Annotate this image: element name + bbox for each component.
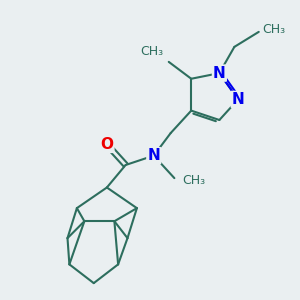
Text: N: N bbox=[213, 66, 226, 81]
Text: CH₃: CH₃ bbox=[140, 45, 163, 58]
Text: O: O bbox=[100, 137, 113, 152]
Text: N: N bbox=[147, 148, 160, 163]
Text: N: N bbox=[232, 92, 244, 107]
Text: CH₃: CH₃ bbox=[182, 173, 205, 187]
Text: CH₃: CH₃ bbox=[262, 23, 286, 37]
